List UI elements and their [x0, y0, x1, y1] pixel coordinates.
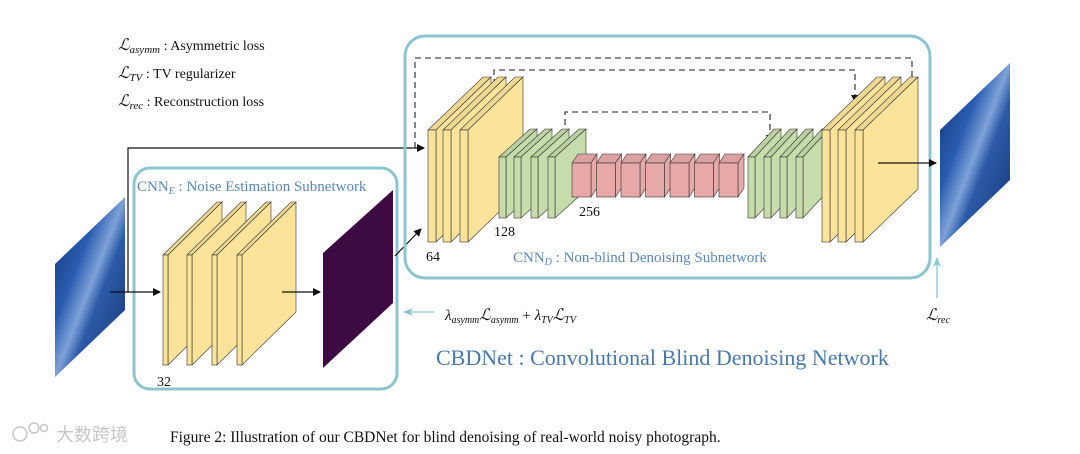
cnn-e-label: CNNE : Noise Estimation Subnetwork: [137, 179, 367, 197]
skip-connection-outer: [414, 57, 916, 163]
watermark-logo: 大数跨境: [12, 422, 128, 446]
skip-connection-middle: [493, 69, 859, 103]
diagram-title: CBDNet : Convolutional Blind Denoising N…: [436, 345, 889, 370]
cnn-e-layers: [162, 201, 297, 366]
arrow-noise-map-to-cnn-d: [394, 228, 422, 257]
bottleneck-conv-256: [693, 153, 721, 198]
bottleneck-conv-256: [669, 153, 696, 198]
denoised-output-image: [940, 63, 1010, 247]
cnn-e-conv-layer: [236, 201, 297, 366]
loss-legend: ℒasymm : Asymmetric loss ℒTV : TV regula…: [118, 37, 265, 112]
cnn-d-box: [403, 34, 932, 280]
legend-asymm: ℒasymm : Asymmetric loss: [118, 37, 265, 56]
reconstruction-loss: ℒrec: [926, 307, 950, 326]
bottleneck-conv-256: [644, 153, 672, 198]
bottleneck-conv-256: [718, 153, 745, 198]
cnn-d-label: CNND : Non-blind Denoising Subnetwork: [513, 250, 767, 268]
channels-128: 128: [494, 225, 515, 240]
cnn-e-box: [132, 166, 399, 391]
legend-tv: ℒTV : TV regularizer: [118, 65, 236, 84]
bottleneck-conv-256: [571, 153, 598, 198]
channels-256: 256: [579, 205, 600, 220]
legend-rec: ℒrec : Reconstruction loss: [118, 93, 264, 112]
watermark-text: 大数跨境: [56, 425, 128, 446]
channels-64: 64: [426, 250, 440, 265]
figure-caption: Figure 2: Illustration of our CBDNet for…: [170, 429, 721, 446]
bottleneck-conv-256: [595, 153, 623, 198]
noise-level-map: [323, 190, 393, 368]
cnn-d-layers: [427, 76, 919, 243]
noisy-input-image: [55, 197, 125, 377]
cnn-e-channels: 32: [157, 375, 171, 390]
bottleneck-conv-256: [620, 153, 647, 198]
skip-connection-inner: [564, 111, 774, 143]
decoder-conv-64: [854, 76, 919, 243]
noise-estimation-loss: λasymmℒasymm + λTVℒTV: [444, 307, 578, 326]
input-skip-arrow: [127, 144, 425, 292]
